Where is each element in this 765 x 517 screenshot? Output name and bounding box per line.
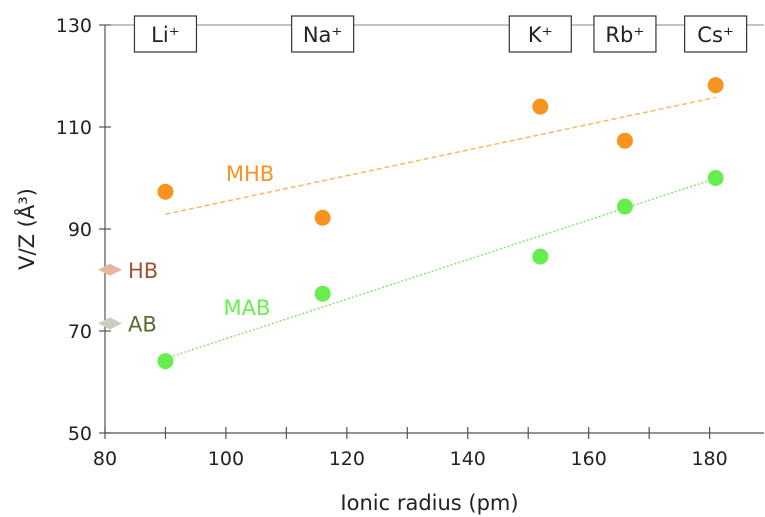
x-tick-label: 180 (691, 448, 727, 470)
ion-label: Li⁺ (151, 23, 180, 47)
marker-hb-diamond (98, 263, 122, 276)
point-mhb (532, 98, 549, 115)
ion-label: Rb⁺ (605, 23, 644, 47)
ion-box: Rb⁺ (593, 15, 657, 53)
data-points (157, 77, 724, 370)
ion-labels: Li⁺ Na⁺ K⁺ Rb⁺ Cs⁺ (133, 15, 748, 53)
ion-box-frame (593, 15, 657, 53)
trend-line-mab (165, 177, 716, 360)
point-mab (314, 285, 331, 302)
point-mhb (157, 183, 174, 200)
y-tick-label: 90 (68, 219, 92, 241)
series-label-mhb: MHB (226, 162, 274, 186)
trend-line-mhb (165, 96, 716, 215)
ion-box-frame (133, 15, 198, 53)
axes: 50 70 90 110 130 80 100 120 140 160 180 Ionic radiu… (13, 15, 764, 515)
point-mhb (616, 132, 633, 149)
marker-ab-label: AB (128, 312, 157, 336)
point-mab (532, 248, 549, 265)
trend-lines (165, 96, 716, 360)
x-tick-label: 160 (571, 448, 607, 470)
ion-box: Li⁺ (133, 15, 198, 53)
point-mab (157, 353, 174, 370)
x-tick-label: 80 (93, 448, 117, 470)
point-mhb (707, 77, 724, 94)
y-axis-title: V/Z (Å³) (13, 188, 39, 270)
x-tick-label: 120 (329, 448, 365, 470)
ion-label: K⁺ (528, 23, 553, 47)
x-axis-title: Ionic radius (pm) (340, 491, 518, 515)
ion-box: K⁺ (508, 15, 572, 53)
ion-box-frame (291, 15, 355, 53)
ion-label: Cs⁺ (697, 23, 734, 47)
ion-box-frame (508, 15, 572, 53)
ion-label: Na⁺ (303, 23, 343, 47)
point-mhb (314, 209, 331, 226)
marker-hb-label: HB (128, 259, 158, 283)
x-tick-label: 100 (208, 448, 244, 470)
ion-box: Cs⁺ (684, 15, 748, 53)
marker-ab-diamond (98, 317, 122, 330)
ion-box-frame (684, 15, 748, 53)
y-tick-label: 110 (56, 117, 92, 139)
y-tick-label: 50 (68, 423, 92, 445)
x-tick-label: 140 (450, 448, 486, 470)
ion-box: Na⁺ (291, 15, 355, 53)
point-mab (707, 170, 724, 186)
annotations: MHB MAB HB AB (98, 162, 274, 336)
y-tick-label: 70 (68, 321, 92, 343)
series-label-mab: MAB (224, 296, 271, 320)
y-tick-label: 130 (56, 15, 92, 37)
point-mab (616, 198, 633, 215)
